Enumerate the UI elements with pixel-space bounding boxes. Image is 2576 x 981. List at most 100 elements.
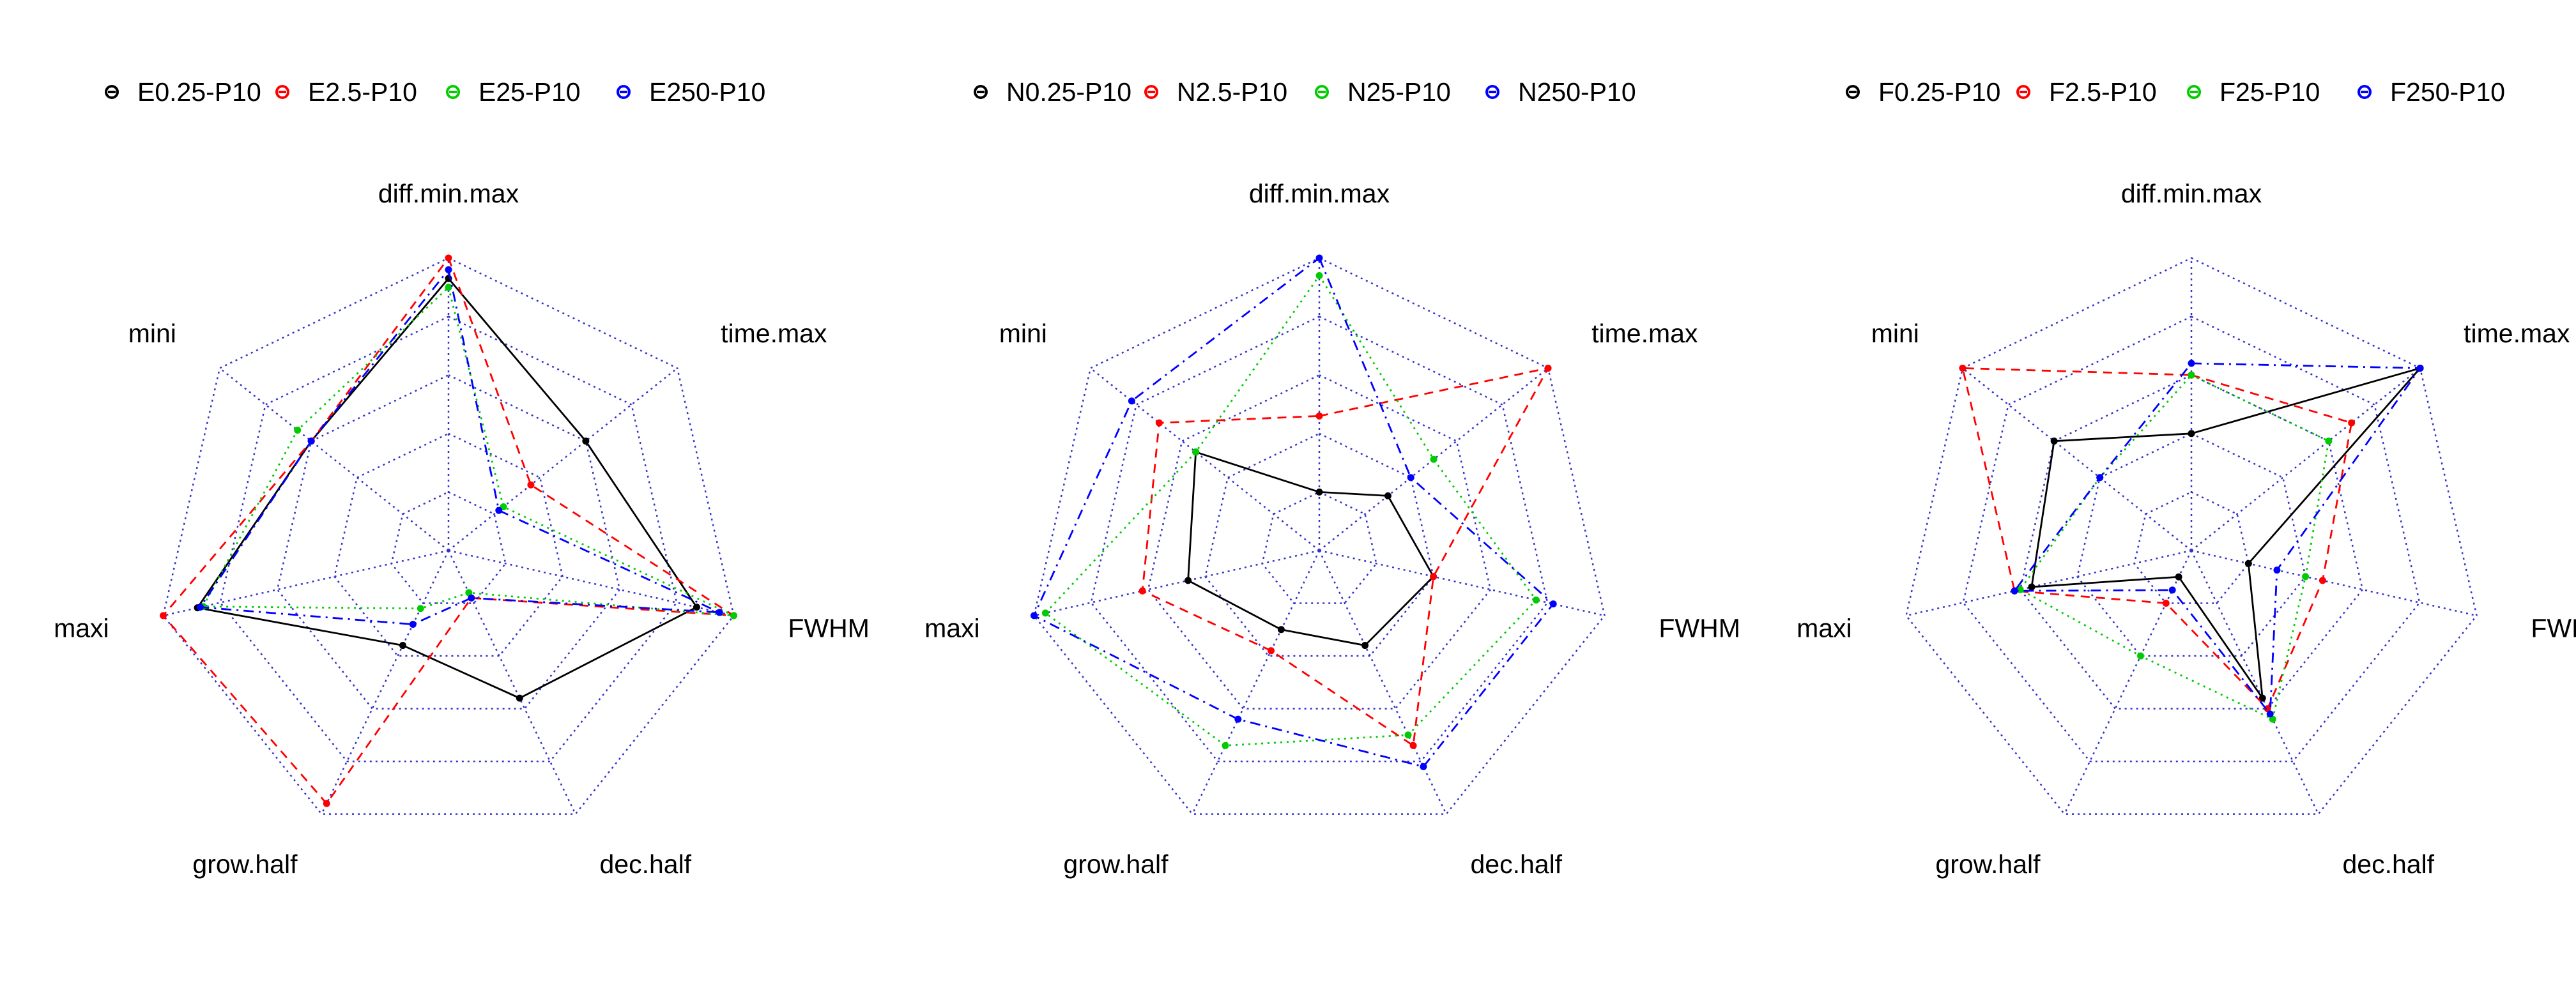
series-n2-5-p10 bbox=[1138, 364, 1552, 749]
legend-label: E250-P10 bbox=[649, 77, 765, 107]
data-point-n25-p10-dec-half bbox=[1404, 731, 1412, 739]
grid-ring-4 bbox=[219, 316, 678, 763]
legend-item-e250-p10: E250-P10 bbox=[617, 77, 765, 107]
data-point-e25-p10-diff-min-max bbox=[445, 284, 452, 291]
legend-marker bbox=[617, 85, 631, 99]
data-point-f0-25-p10-diff-min-max bbox=[2188, 430, 2195, 437]
data-point-n250-p10-fwhm bbox=[1549, 600, 1557, 608]
grid-ring-2 bbox=[2076, 432, 2306, 657]
legend-marker bbox=[974, 85, 988, 99]
data-point-f250-p10-dec-half bbox=[2266, 710, 2274, 718]
axis-label-mini: mini bbox=[128, 319, 176, 348]
data-point-n2-5-p10-diff-min-max bbox=[1315, 412, 1323, 420]
axis-label-dec-half: dec.half bbox=[2342, 849, 2434, 879]
axis-label-grow-half: grow.half bbox=[1063, 849, 1169, 879]
radar-grid bbox=[1905, 257, 2478, 815]
data-point-e0-25-p10-time-max bbox=[582, 437, 590, 445]
data-point-n25-p10-mini bbox=[1192, 448, 1200, 456]
data-point-n25-p10-diff-min-max bbox=[1315, 271, 1323, 279]
axis-label-time-max: time.max bbox=[721, 319, 827, 348]
data-point-f25-p10-time-max bbox=[2325, 437, 2333, 445]
data-point-f0-25-p10-mini bbox=[2050, 437, 2058, 445]
data-point-f2-5-p10-dec-half bbox=[2264, 705, 2271, 713]
data-point-n0-25-p10-time-max bbox=[1384, 492, 1392, 499]
radar-grid bbox=[162, 257, 735, 815]
legend-item-n250-p10: N250-P10 bbox=[1485, 77, 1636, 107]
legend-label: F0.25-P10 bbox=[1878, 77, 2000, 107]
data-point-n2-5-p10-fwhm bbox=[1430, 573, 1438, 581]
grid-ring-1 bbox=[1261, 491, 1377, 604]
axis-label-fwhm: FWHM bbox=[1659, 613, 1740, 643]
legend-label: N250-P10 bbox=[1518, 77, 1636, 107]
data-point-n25-p10-fwhm bbox=[1532, 596, 1540, 604]
data-point-f25-p10-dec-half bbox=[2269, 715, 2276, 723]
series-f250-p10 bbox=[2011, 360, 2424, 718]
data-point-f0-25-p10-dec-half bbox=[2258, 694, 2266, 702]
data-point-e2-5-p10-time-max bbox=[527, 481, 535, 489]
legend-item-f2-5-p10: F2.5-P10 bbox=[2016, 77, 2157, 107]
legend: F0.25-P10 F2.5-P10 F25-P10 F250-P10 bbox=[1846, 77, 2505, 107]
data-point-f2-5-p10-mini bbox=[1959, 364, 1966, 372]
grid-ring-2 bbox=[1204, 432, 1434, 657]
data-point-e250-p10-grow-half bbox=[409, 621, 417, 628]
data-point-n2-5-p10-maxi bbox=[1138, 587, 1146, 595]
data-point-f2-5-p10-time-max bbox=[2348, 419, 2356, 427]
series-line-f0-25-p10 bbox=[2030, 367, 2421, 699]
legend-marker bbox=[105, 85, 119, 99]
grid-ring-2 bbox=[334, 432, 564, 657]
legend-item-e0-25-p10: E0.25-P10 bbox=[105, 77, 261, 107]
data-point-e250-p10-maxi bbox=[197, 604, 204, 611]
data-point-n25-p10-maxi bbox=[1041, 609, 1049, 617]
legend-marker bbox=[1144, 85, 1158, 99]
data-point-e0-25-p10-dec-half bbox=[516, 694, 523, 702]
series-line-e0-25-p10 bbox=[196, 277, 698, 699]
axis-label-diff-min-max: diff.min.max bbox=[2121, 179, 2262, 208]
data-point-f250-p10-fwhm bbox=[2273, 567, 2281, 574]
axis-label-diff-min-max: diff.min.max bbox=[378, 179, 519, 208]
data-point-f250-p10-time-max bbox=[2416, 364, 2424, 372]
series-line-f2-5-p10 bbox=[1961, 367, 2353, 710]
data-point-f0-25-p10-grow-half bbox=[2175, 573, 2182, 581]
axis-label-time-max: time.max bbox=[1591, 319, 1698, 348]
legend-marker bbox=[2358, 85, 2372, 99]
data-point-n0-25-p10-dec-half bbox=[1361, 642, 1369, 650]
legend-label: E25-P10 bbox=[479, 77, 581, 107]
legend-item-e25-p10: E25-P10 bbox=[446, 77, 581, 107]
data-point-f0-25-p10-maxi bbox=[2028, 583, 2035, 591]
data-point-f250-p10-grow-half bbox=[2168, 586, 2176, 594]
data-point-e250-p10-time-max bbox=[495, 506, 503, 514]
legend-marker bbox=[1485, 85, 1499, 99]
legend-item-f250-p10: F250-P10 bbox=[2358, 77, 2505, 107]
legend-label: N0.25-P10 bbox=[1006, 77, 1131, 107]
legend-label: E2.5-P10 bbox=[308, 77, 417, 107]
data-point-e25-p10-grow-half bbox=[417, 605, 424, 612]
legend-item-n2-5-p10: N2.5-P10 bbox=[1144, 77, 1287, 107]
radar-chart-2: diff.min.max time.max FWHM dec.half grow.hal… bbox=[924, 77, 1740, 879]
legend-label: E0.25-P10 bbox=[137, 77, 261, 107]
data-point-f2-5-p10-fwhm bbox=[2319, 577, 2326, 584]
data-point-e250-p10-fwhm bbox=[716, 609, 723, 616]
series-line-f250-p10 bbox=[2013, 362, 2421, 715]
data-point-n250-p10-maxi bbox=[1030, 612, 1038, 620]
data-point-e25-p10-fwhm bbox=[730, 612, 738, 620]
legend-label: N2.5-P10 bbox=[1177, 77, 1287, 107]
data-point-e2-5-p10-diff-min-max bbox=[445, 254, 452, 262]
data-point-n0-25-p10-diff-min-max bbox=[1315, 488, 1323, 496]
axis-label-mini: mini bbox=[1871, 319, 1919, 348]
data-point-e250-p10-mini bbox=[307, 437, 315, 445]
data-point-n250-p10-grow-half bbox=[1234, 715, 1242, 723]
radar-chart-1: diff.min.max time.max FWHM dec.half grow.hal… bbox=[54, 77, 870, 879]
series-n250-p10 bbox=[1030, 254, 1557, 770]
data-point-e0-25-p10-fwhm bbox=[693, 604, 700, 611]
data-point-n2-5-p10-time-max bbox=[1544, 364, 1552, 372]
axis-label-grow-half: grow.half bbox=[1935, 849, 2041, 879]
data-point-n0-25-p10-grow-half bbox=[1277, 626, 1285, 634]
data-point-f0-25-p10-fwhm bbox=[2244, 559, 2252, 567]
axis-label-diff-min-max: diff.min.max bbox=[1249, 179, 1390, 208]
legend-marker bbox=[2187, 85, 2201, 99]
series-group bbox=[1959, 360, 2424, 723]
axis-label-maxi: maxi bbox=[1797, 613, 1852, 643]
data-point-n0-25-p10-maxi bbox=[1184, 577, 1192, 584]
axis-label-mini: mini bbox=[999, 319, 1047, 348]
